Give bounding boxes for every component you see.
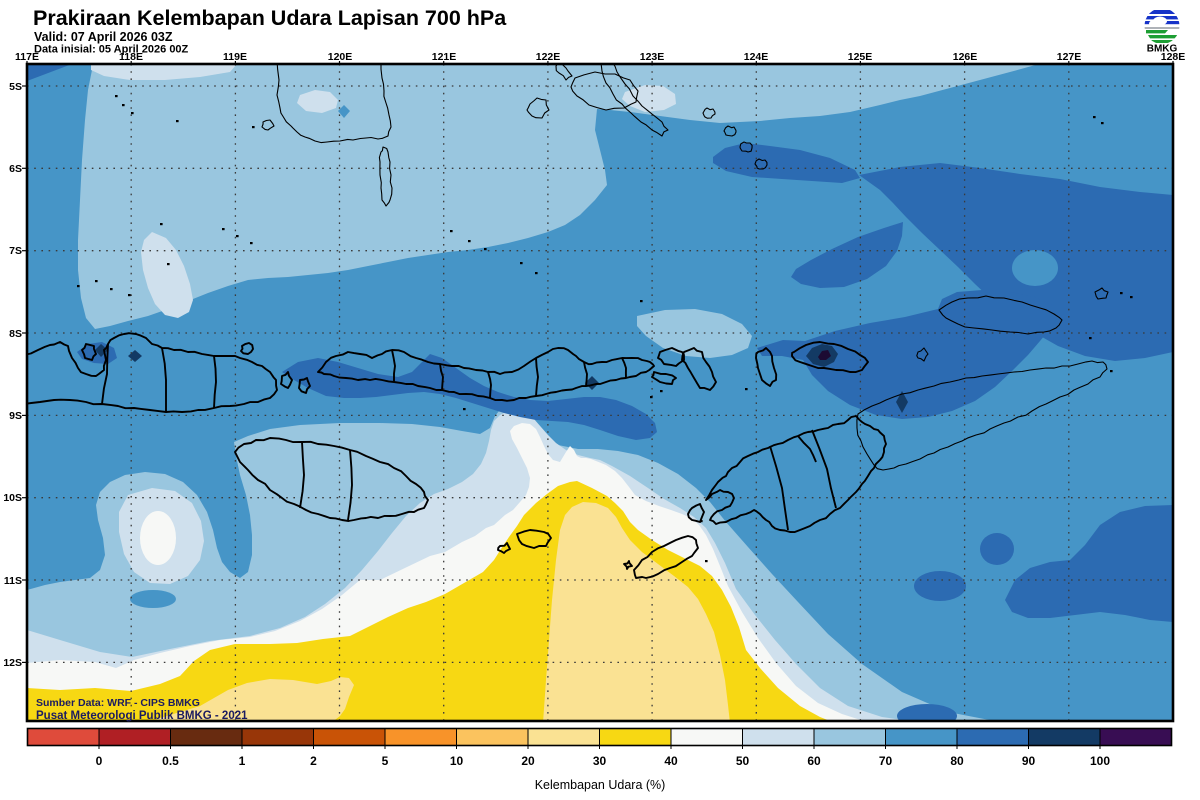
svg-text:20: 20 [521,754,535,768]
svg-text:Data inisial: 05 April 2026 00: Data inisial: 05 April 2026 00Z [34,44,189,56]
svg-text:122E: 122E [536,51,561,63]
svg-text:117E: 117E [15,51,39,63]
svg-text:0.5: 0.5 [162,754,179,768]
svg-text:7S: 7S [9,245,22,257]
svg-text:40: 40 [664,754,678,768]
svg-text:124E: 124E [744,51,769,63]
svg-text:5: 5 [382,754,389,768]
svg-text:30: 30 [593,754,607,768]
svg-text:127E: 127E [1057,51,1082,63]
svg-text:10S: 10S [3,492,22,504]
svg-text:12S: 12S [3,657,22,669]
svg-text:128E: 128E [1161,51,1186,63]
svg-text:BMKG: BMKG [1147,44,1178,55]
svg-text:70: 70 [879,754,893,768]
svg-text:118E: 118E [119,51,143,63]
svg-text:11S: 11S [4,575,22,587]
svg-text:9S: 9S [9,410,22,422]
svg-text:Pusat Meteorologi Publik BMKG: Pusat Meteorologi Publik BMKG - 2021 [36,710,248,722]
svg-text:125E: 125E [848,51,873,63]
svg-text:126E: 126E [953,51,978,63]
svg-text:120E: 120E [328,51,353,63]
svg-text:Prakiraan Kelembapan Udara Lap: Prakiraan Kelembapan Udara Lapisan 700 h… [33,6,507,30]
svg-text:60: 60 [807,754,821,768]
svg-text:90: 90 [1022,754,1036,768]
svg-text:119E: 119E [223,51,247,63]
svg-text:100: 100 [1090,754,1110,768]
svg-text:6S: 6S [9,163,22,175]
svg-text:123E: 123E [640,51,665,63]
svg-text:Valid: 07 April 2026 03Z: Valid: 07 April 2026 03Z [34,30,173,44]
svg-text:1: 1 [239,754,246,768]
svg-text:80: 80 [950,754,964,768]
svg-text:121E: 121E [432,51,457,63]
svg-text:10: 10 [450,754,464,768]
svg-text:50: 50 [736,754,750,768]
svg-text:8S: 8S [9,328,22,340]
svg-text:Kelembapan Udara (%): Kelembapan Udara (%) [535,778,666,792]
svg-text:0: 0 [96,754,103,768]
svg-text:5S: 5S [9,81,22,93]
svg-text:Sumber Data: WRF - CIPS BMKG: Sumber Data: WRF - CIPS BMKG [36,697,200,709]
svg-text:2: 2 [310,754,317,768]
